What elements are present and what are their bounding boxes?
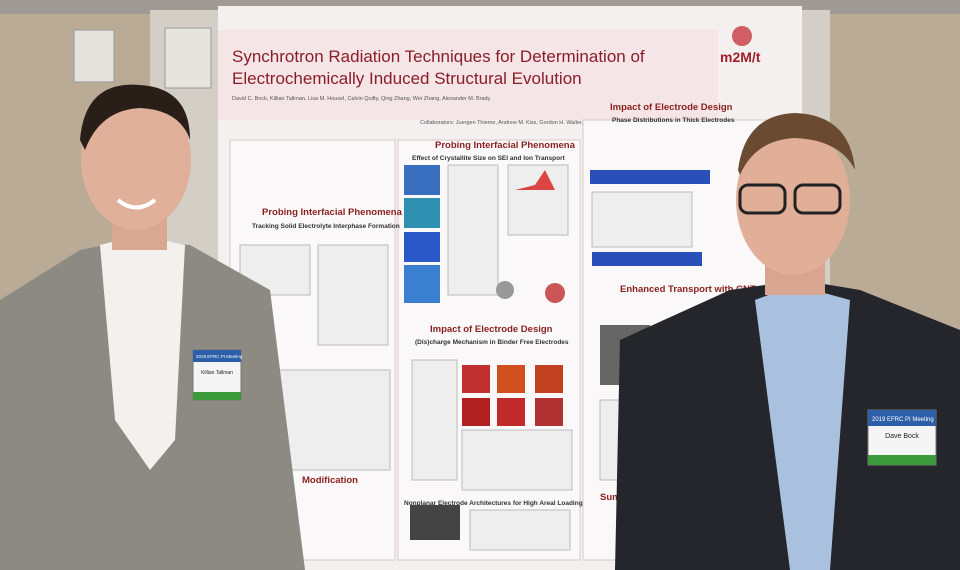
badge-event: 2019 EFRC PI Meeting bbox=[196, 354, 243, 359]
section-heading: Impact of Electrode Design bbox=[430, 324, 553, 335]
figures bbox=[239, 164, 710, 551]
title-band bbox=[218, 30, 718, 120]
section-heading: Probing Interfacial Phenomena bbox=[435, 140, 576, 151]
badge: 2019 EFRC PI Meeting Dave Bock bbox=[867, 409, 937, 466]
badge-event: 2019 EFRC PI Meeting bbox=[872, 417, 934, 423]
section-heading: Nonplanar Electrode Architectures for Hi… bbox=[404, 500, 583, 507]
section-heading: Summ bbox=[600, 492, 629, 503]
section-subheading: (Dis)charge Mechanism in Binder Free Ele… bbox=[415, 339, 569, 346]
person-left bbox=[0, 84, 305, 570]
section-heading: Modification bbox=[302, 475, 358, 486]
wall-plate bbox=[164, 27, 212, 89]
badge-name: Killian Tallman bbox=[201, 370, 233, 376]
logo: m2M/t bbox=[720, 49, 761, 65]
authors: David C. Bock, Killian Tallman, Lisa M. … bbox=[232, 96, 491, 102]
section-heading: Enhanced Transport with CNTs bbox=[620, 284, 760, 295]
collaborators: Collaborators: Juergen Thieme, Andrew M.… bbox=[420, 120, 631, 126]
logo-dots bbox=[732, 26, 752, 46]
person-right bbox=[615, 113, 960, 570]
badge-name: Dave Bock bbox=[885, 433, 919, 440]
section-subheading: Tracking Solid Electrolyte Interphase Fo… bbox=[252, 223, 400, 230]
section-heading: Impact of Electrode Design bbox=[610, 102, 733, 113]
poster-title: Electrochemically Induced Structural Evo… bbox=[232, 69, 582, 88]
badge: 2019 EFRC PI Meeting Killian Tallman bbox=[192, 349, 243, 401]
section-subheading: Effect of Crystallite Size on SEI and Io… bbox=[412, 155, 566, 162]
wall-plate bbox=[73, 29, 115, 83]
poster-title: Synchrotron Radiation Techniques for Det… bbox=[232, 47, 645, 66]
section-heading: Probing Interfacial Phenomena bbox=[262, 207, 403, 218]
section-subheading: Phase Distributions in Thick Electrodes bbox=[612, 117, 735, 124]
